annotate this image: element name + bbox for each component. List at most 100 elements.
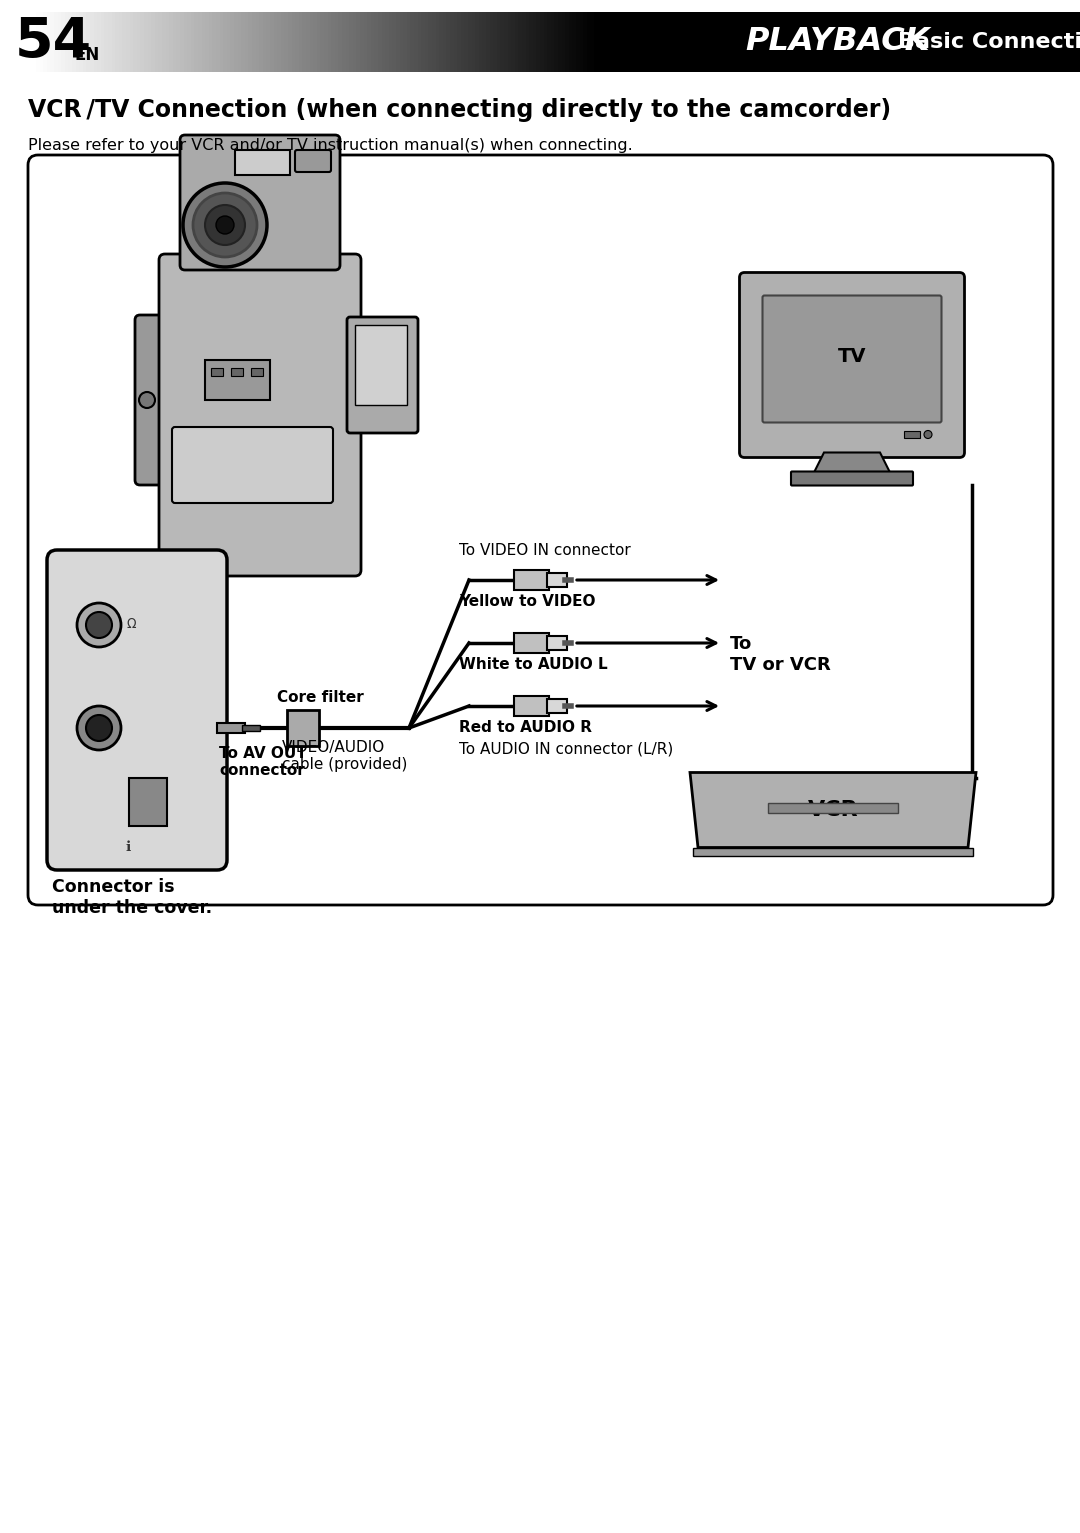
Bar bbox=[796, 12, 799, 72]
Bar bbox=[612, 12, 616, 72]
Bar bbox=[497, 12, 500, 72]
Bar bbox=[802, 12, 807, 72]
Bar bbox=[1015, 12, 1018, 72]
Bar bbox=[170, 12, 173, 72]
Bar bbox=[546, 573, 567, 587]
Text: Connector is
under the cover.: Connector is under the cover. bbox=[52, 878, 212, 917]
Bar bbox=[327, 12, 332, 72]
Bar bbox=[140, 12, 144, 72]
Bar bbox=[478, 12, 483, 72]
Bar bbox=[828, 12, 832, 72]
Bar bbox=[288, 12, 292, 72]
Bar bbox=[353, 12, 356, 72]
Bar bbox=[724, 12, 727, 72]
Bar bbox=[832, 12, 835, 72]
Bar bbox=[872, 12, 875, 72]
Bar bbox=[591, 12, 594, 72]
Bar bbox=[918, 12, 921, 72]
Bar bbox=[346, 12, 349, 72]
Bar bbox=[518, 12, 522, 72]
FancyBboxPatch shape bbox=[159, 254, 361, 576]
Bar bbox=[856, 12, 861, 72]
Bar bbox=[173, 12, 176, 72]
Bar bbox=[994, 12, 997, 72]
Text: To
TV or VCR: To TV or VCR bbox=[730, 635, 831, 675]
Text: Please refer to your VCR and/or TV instruction manual(s) when connecting.: Please refer to your VCR and/or TV instr… bbox=[28, 138, 633, 153]
Bar bbox=[18, 12, 22, 72]
Bar bbox=[1066, 12, 1069, 72]
FancyBboxPatch shape bbox=[172, 428, 333, 503]
Bar bbox=[921, 12, 926, 72]
Bar bbox=[378, 12, 381, 72]
Bar bbox=[940, 12, 943, 72]
Bar bbox=[640, 12, 645, 72]
Bar bbox=[457, 12, 461, 72]
Circle shape bbox=[86, 612, 112, 638]
Bar bbox=[235, 150, 291, 175]
Bar bbox=[148, 12, 151, 72]
Bar bbox=[367, 12, 370, 72]
Bar bbox=[818, 12, 821, 72]
Bar bbox=[947, 12, 950, 72]
Bar bbox=[508, 12, 511, 72]
Bar bbox=[72, 12, 76, 72]
Bar bbox=[262, 12, 267, 72]
Bar bbox=[586, 12, 591, 72]
Bar bbox=[245, 12, 248, 72]
Bar bbox=[770, 12, 774, 72]
Bar bbox=[83, 12, 86, 72]
Bar bbox=[961, 12, 964, 72]
Bar bbox=[634, 12, 637, 72]
Bar bbox=[504, 12, 508, 72]
Bar bbox=[360, 12, 364, 72]
Bar bbox=[494, 12, 497, 72]
Bar bbox=[278, 12, 281, 72]
Bar bbox=[950, 12, 954, 72]
Bar bbox=[335, 12, 338, 72]
Text: Red to AUDIO R: Red to AUDIO R bbox=[459, 721, 592, 734]
Bar bbox=[464, 12, 468, 72]
Bar bbox=[540, 12, 543, 72]
Bar bbox=[742, 12, 745, 72]
Polygon shape bbox=[690, 773, 976, 848]
Bar bbox=[882, 12, 886, 72]
Bar bbox=[969, 12, 972, 72]
Bar bbox=[932, 12, 936, 72]
Text: VCR /TV Connection (when connecting directly to the camcorder): VCR /TV Connection (when connecting dire… bbox=[28, 98, 891, 123]
Bar bbox=[284, 12, 288, 72]
Bar bbox=[767, 12, 770, 72]
Bar bbox=[659, 12, 662, 72]
Bar bbox=[1012, 12, 1015, 72]
Circle shape bbox=[86, 714, 112, 740]
Bar bbox=[900, 12, 904, 72]
Bar bbox=[1048, 12, 1051, 72]
Bar bbox=[680, 12, 684, 72]
Bar bbox=[630, 12, 634, 72]
Bar bbox=[867, 12, 872, 72]
Bar bbox=[926, 12, 929, 72]
Bar bbox=[673, 12, 677, 72]
Bar bbox=[645, 12, 648, 72]
Bar bbox=[386, 12, 389, 72]
Bar bbox=[997, 12, 1001, 72]
Bar bbox=[878, 12, 882, 72]
Bar bbox=[565, 12, 569, 72]
FancyBboxPatch shape bbox=[740, 273, 964, 457]
Bar bbox=[1037, 12, 1040, 72]
Bar bbox=[558, 12, 562, 72]
Bar bbox=[342, 12, 346, 72]
Bar bbox=[546, 699, 567, 713]
Text: TV: TV bbox=[838, 348, 866, 366]
Bar bbox=[980, 12, 983, 72]
Bar bbox=[605, 12, 608, 72]
Bar bbox=[500, 12, 504, 72]
Bar bbox=[241, 12, 245, 72]
Bar bbox=[1044, 12, 1048, 72]
Circle shape bbox=[77, 707, 121, 750]
Bar bbox=[198, 12, 202, 72]
Text: Ω: Ω bbox=[127, 618, 136, 632]
Bar bbox=[29, 12, 32, 72]
Bar bbox=[651, 12, 656, 72]
Bar bbox=[227, 12, 230, 72]
Bar bbox=[57, 12, 62, 72]
